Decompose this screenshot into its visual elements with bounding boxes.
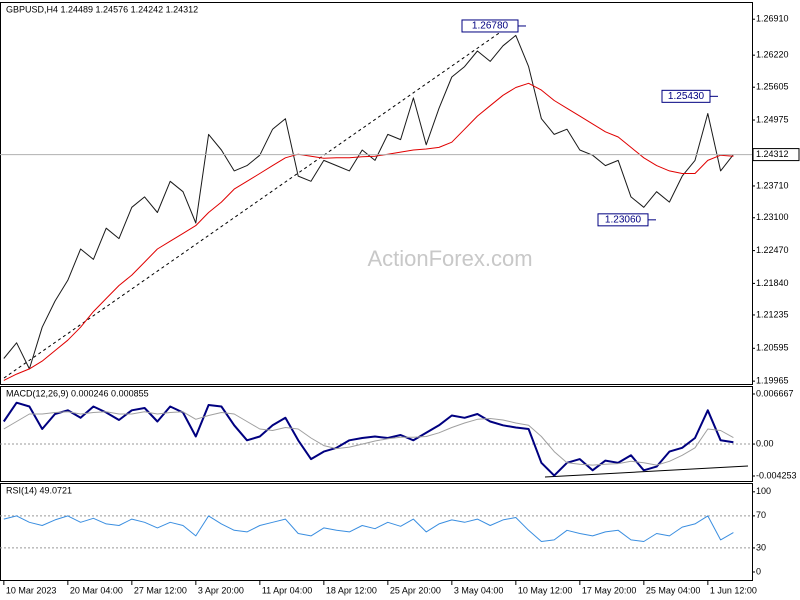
price-label: 1.24312	[756, 149, 789, 159]
y-tick-label: 100	[756, 486, 771, 496]
x-tick-label: 25 Apr 20:00	[390, 585, 441, 595]
watermark: ActionForex.com	[367, 246, 532, 271]
annotation-label: 1.26780	[472, 21, 509, 32]
x-tick-label: 11 Apr 04:00	[262, 585, 312, 595]
series-line	[2, 401, 734, 477]
series-line	[3, 411, 734, 466]
annotation-label: 1.25430	[668, 91, 705, 102]
series-line	[3, 515, 734, 542]
annotation-box	[461, 19, 519, 33]
panel-title: RSI(14) 49.0721	[6, 485, 72, 495]
x-tick-label: 1 Jun 12:00	[710, 585, 757, 595]
y-tick-label: 1.23100	[756, 212, 789, 222]
y-tick-label: 0.00	[756, 438, 774, 448]
annotation-box	[661, 89, 711, 103]
x-tick-label: 18 Apr 12:00	[326, 585, 377, 595]
trend-line	[3, 21, 516, 379]
x-tick-label: 10 May 12:00	[518, 585, 573, 595]
macd-trend-line	[544, 465, 749, 478]
panel-title: GBPUSD,H4 1.24489 1.24576 1.24242 1.2431…	[6, 4, 198, 14]
panel-title: MACD(12,26,9) 0.000246 0.000855	[6, 388, 149, 398]
y-tick-label: 70	[756, 510, 766, 520]
y-tick-label: 30	[756, 542, 766, 552]
y-tick-label: 1.20595	[756, 343, 789, 353]
x-tick-label: 20 Mar 04:00	[70, 585, 123, 595]
y-tick-label: 0	[756, 566, 761, 576]
price-panel	[0, 2, 753, 385]
x-tick-label: 25 May 04:00	[646, 585, 701, 595]
series-line	[3, 82, 734, 381]
y-tick-label: 1.24975	[756, 114, 789, 124]
y-tick-label: 1.21840	[756, 278, 789, 288]
y-tick-label: 1.26220	[756, 50, 789, 60]
y-tick-label: 1.21235	[756, 309, 789, 319]
y-tick-label: -0.004253	[756, 470, 797, 480]
x-tick-label: 10 Mar 2023	[6, 585, 57, 595]
y-tick-label: 0.006667	[756, 388, 794, 398]
annotation-box	[597, 213, 649, 227]
y-tick-label: 1.23710	[756, 180, 789, 190]
y-tick-label: 1.26910	[756, 14, 789, 24]
y-tick-label: 1.25605	[756, 82, 789, 92]
rsi-panel	[0, 483, 753, 581]
macd-panel	[0, 386, 753, 482]
y-tick-label: 1.22470	[756, 245, 789, 255]
annotation-label: 1.23060	[605, 214, 642, 225]
y-tick-label: 1.19965	[756, 376, 789, 386]
series-line	[3, 34, 734, 370]
x-tick-label: 3 Apr 20:00	[198, 585, 244, 595]
price-box	[752, 148, 800, 162]
x-tick-label: 3 May 04:00	[454, 585, 504, 595]
x-tick-label: 17 May 20:00	[582, 585, 637, 595]
x-tick-label: 27 Mar 12:00	[134, 585, 187, 595]
